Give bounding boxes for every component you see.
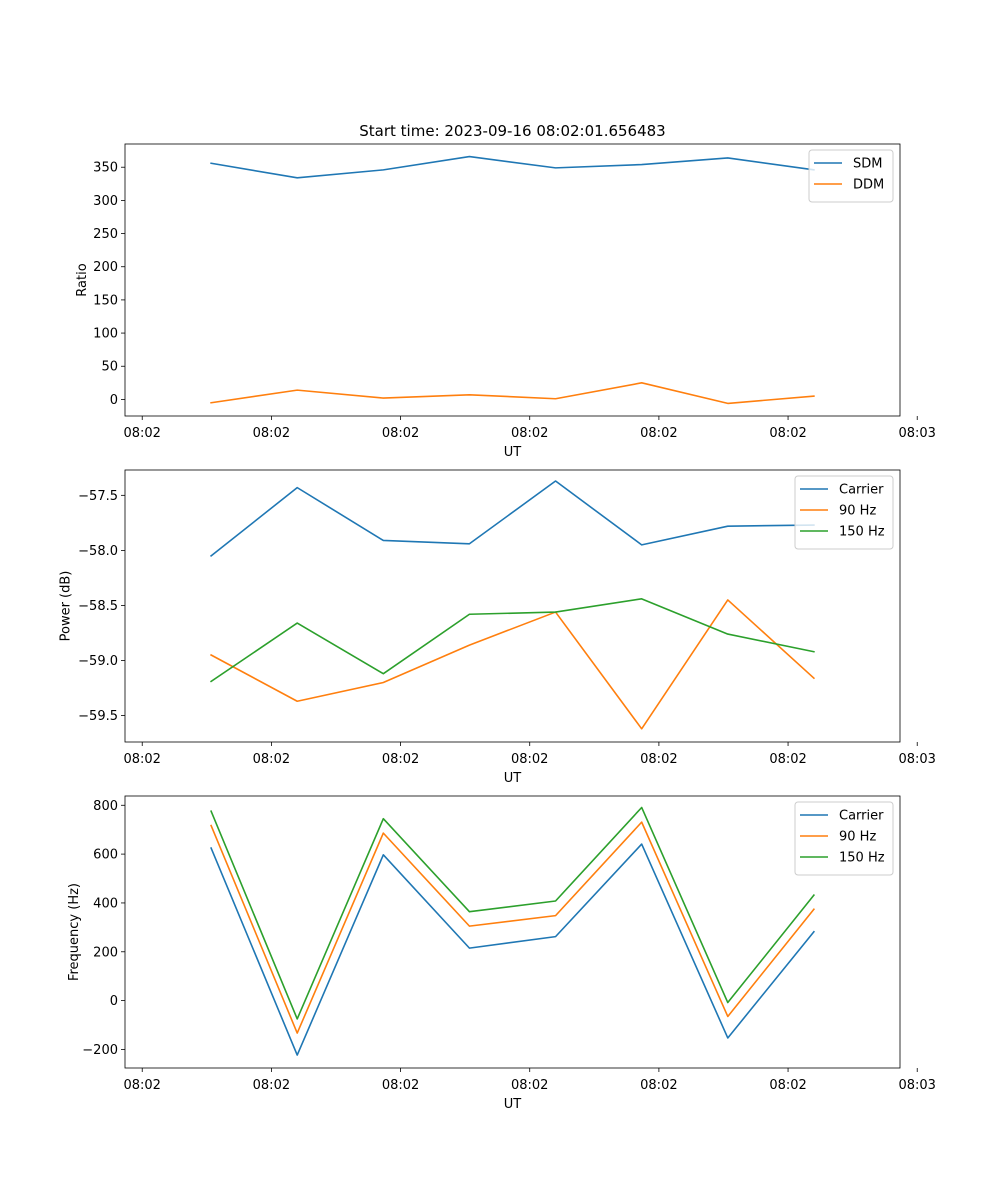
legend-label: SDM [853,157,882,172]
y-tick-label: 0 [110,393,118,408]
legend-label: 150 Hz [839,851,885,866]
x-tick-label: 08:02 [640,426,677,441]
y-tick-label: −57.5 [78,489,118,504]
axes-frame [124,469,901,743]
legend: SDM DDM [808,149,894,203]
series-line-90-hz [210,599,816,730]
legend-label: Carrier [839,483,884,498]
y-tick-label: 800 [93,799,118,814]
x-axis-label: UT [504,771,522,786]
x-axis-label: UT [504,1097,522,1112]
plot-area [125,796,900,1068]
x-axis-label: UT [504,445,522,460]
series-line-carrier [209,480,815,558]
series-line-sdm [210,155,815,179]
y-tick-label: 150 [93,293,118,308]
panel-power: 08:02 08:02 08:02 08:02 08:02 08:02 08:03 −59.5… [59,469,936,786]
x-tick-label: 08:03 [898,1078,935,1093]
x-tick-label: 08:03 [898,426,935,441]
series-line-90-hz [210,821,816,1034]
y-tick-label: 600 [93,848,118,863]
y-axis-label: Power (dB) [59,571,74,642]
legend-label: Carrier [839,809,884,824]
x-tick-label: 08:02 [253,1078,290,1093]
x-tick-label: 08:02 [382,1078,419,1093]
y-axis-label: Frequency (Hz) [67,883,82,981]
legend-label: DDM [853,178,884,193]
y-tick-label: 0 [110,994,118,1009]
x-tick-label: 08:02 [511,1078,548,1093]
y-tick-label: 200 [93,945,118,960]
legend: Carrier 90 Hz 150 Hz [794,801,894,876]
x-tick-label: 08:02 [511,752,548,767]
panel-ratio: 08:02 08:02 08:02 08:02 08:02 08:02 08:03 0 50 10… [75,122,936,460]
axes-frame [124,795,901,1069]
x-tick-label: 08:02 [640,1078,677,1093]
x-tick-label: 08:02 [511,426,548,441]
y-tick-label: 50 [101,360,118,375]
y-tick-label: 100 [93,327,118,342]
x-tick-label: 08:02 [382,426,419,441]
chart-title: Start time: 2023-09-16 08:02:01.656483 [359,122,665,140]
y-tick-label: −58.5 [78,599,118,614]
y-tick-label: −59.5 [78,709,118,724]
x-tick-label: 08:02 [253,426,290,441]
plot-area [125,144,900,416]
y-tick-label: 350 [93,161,118,176]
y-tick-label: 250 [93,227,118,242]
x-tick-label: 08:02 [123,1078,160,1093]
legend-label: 90 Hz [839,504,876,519]
y-tick-label: −200 [82,1043,118,1058]
x-tick-label: 08:02 [769,752,806,767]
axes-frame [124,143,901,417]
y-tick-label: −59.0 [78,654,118,669]
x-tick-label: 08:02 [382,752,419,767]
x-tick-label: 08:02 [769,1078,806,1093]
x-tick-label: 08:02 [769,426,806,441]
legend: Carrier 90 Hz 150 Hz [794,475,894,550]
x-tick-label: 08:02 [640,752,677,767]
panel-frequency: 08:02 08:02 08:02 08:02 08:02 08:02 08:03 −200 0… [67,795,936,1112]
legend-label: 90 Hz [839,830,876,845]
series-line-ddm [210,382,815,405]
y-tick-label: 200 [93,260,118,275]
y-tick-label: 300 [93,194,118,209]
x-tick-label: 08:02 [123,752,160,767]
y-tick-label: −58.0 [78,544,118,559]
series-line-150-hz [209,598,815,683]
series-line-carrier [210,843,816,1056]
plot-area [125,470,900,742]
series-line-150-hz [210,806,816,1020]
x-tick-label: 08:03 [898,752,935,767]
y-tick-label: 400 [93,896,118,911]
y-axis-label: Ratio [75,263,90,296]
x-tick-label: 08:02 [123,426,160,441]
legend-label: 150 Hz [839,525,885,540]
x-tick-label: 08:02 [253,752,290,767]
